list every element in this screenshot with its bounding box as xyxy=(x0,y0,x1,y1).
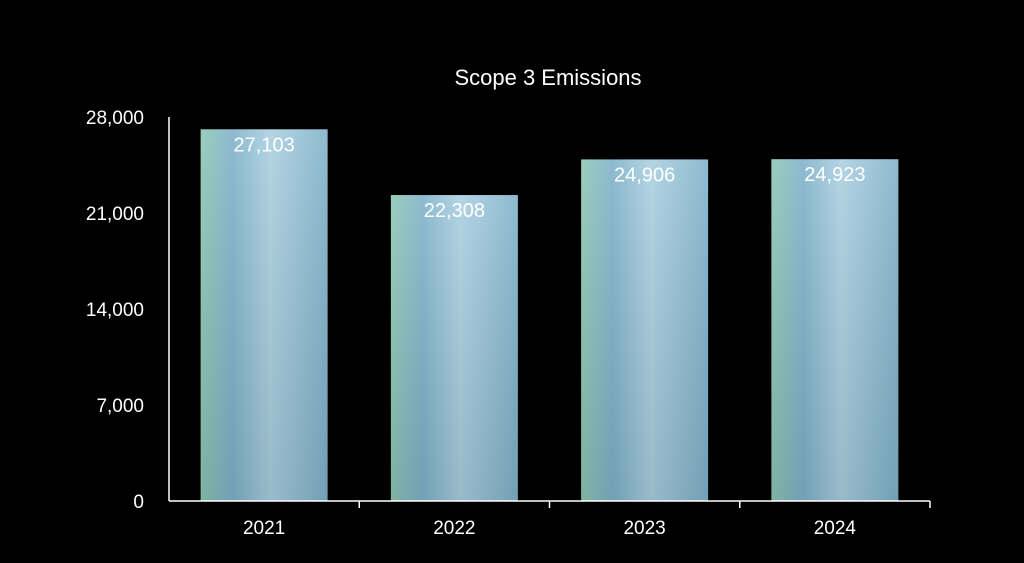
y-tick-label: 0 xyxy=(133,492,144,513)
y-tick-label: 21,000 xyxy=(86,204,144,225)
y-tick-label: 14,000 xyxy=(86,300,144,321)
y-axis-ticks: 0 7,000 14,000 21,000 28,000 xyxy=(86,108,144,513)
bar-texture-2024 xyxy=(771,159,899,501)
data-label-2022: 22,308 xyxy=(424,200,485,222)
x-tick-label: 2022 xyxy=(433,518,475,539)
y-tick-label: 28,000 xyxy=(86,108,144,129)
data-label-2023: 24,906 xyxy=(614,164,675,186)
data-label-2024: 24,923 xyxy=(804,164,865,186)
x-axis-ticks: 2021 2022 2023 2024 xyxy=(243,501,931,539)
x-tick-label: 2024 xyxy=(814,518,857,539)
bars: 27,103 22,308 24,906 24,923 xyxy=(200,129,899,502)
bar-texture-2023 xyxy=(581,159,709,501)
chart-title: Scope 3 Emissions xyxy=(454,65,641,90)
y-tick-label: 7,000 xyxy=(96,396,144,417)
bar-texture-2022 xyxy=(390,195,518,502)
data-label-2021: 27,103 xyxy=(234,134,295,156)
bar-texture-2021 xyxy=(200,129,328,502)
x-tick-label: 2021 xyxy=(243,518,285,539)
x-tick-label: 2023 xyxy=(623,518,665,539)
